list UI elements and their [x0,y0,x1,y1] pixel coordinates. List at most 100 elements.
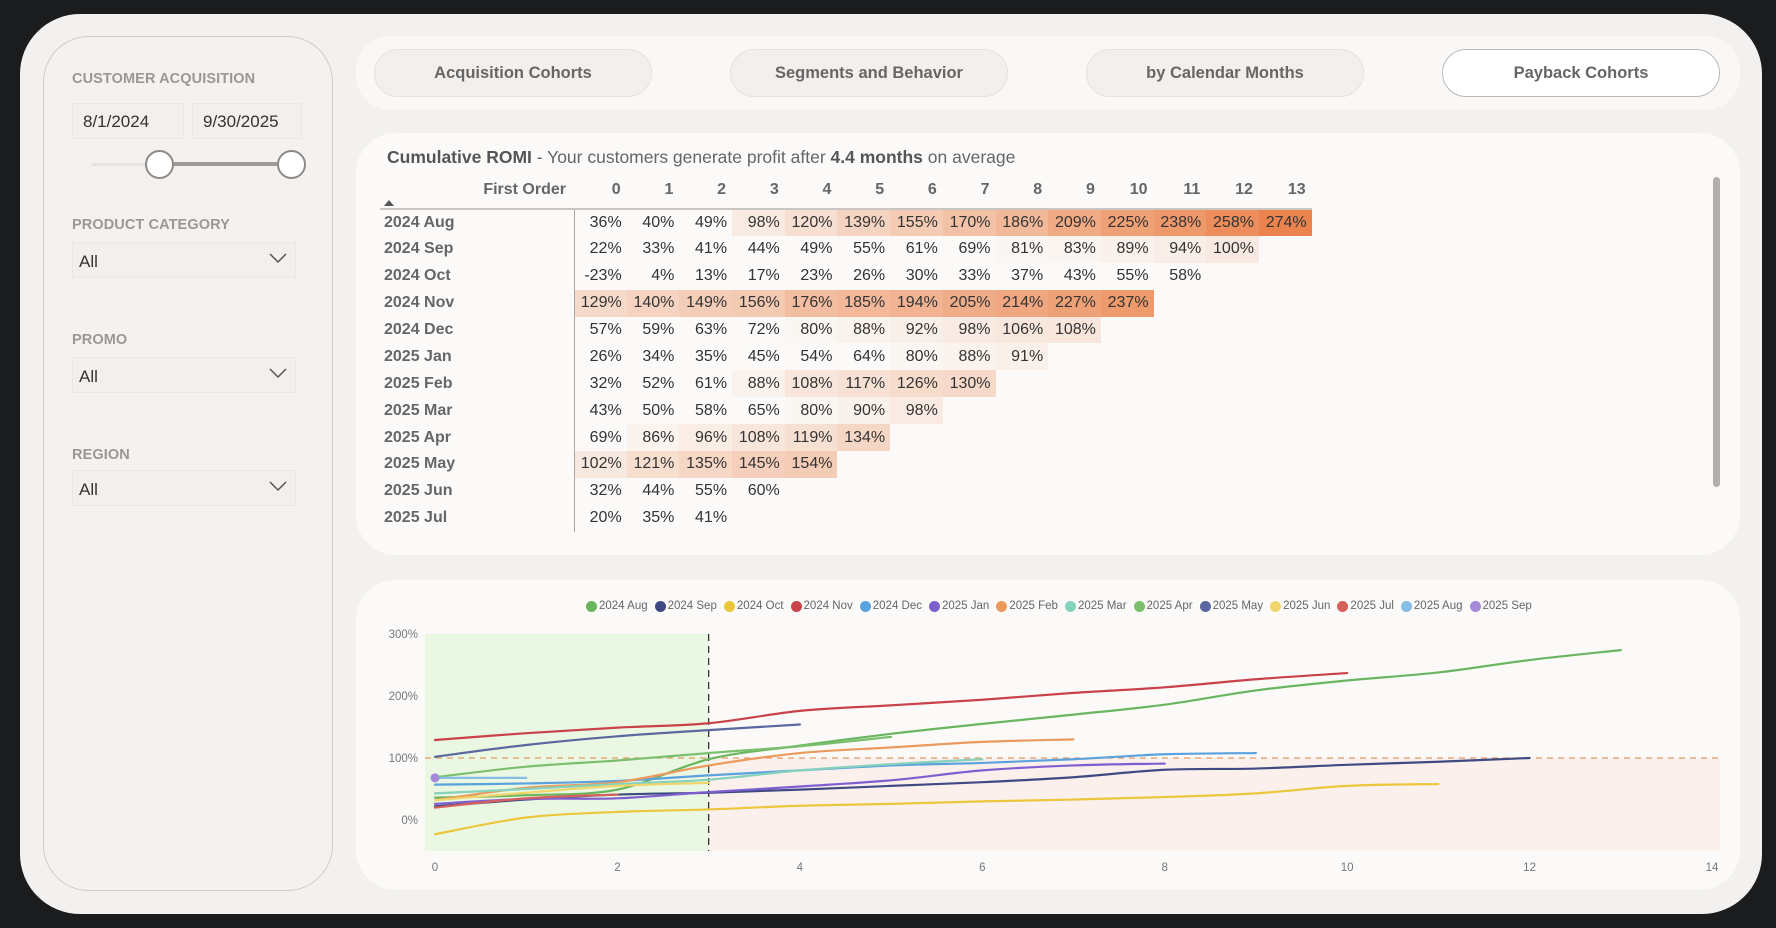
legend-label: 2025 Jan [942,600,990,612]
tab-acquisition-cohorts[interactable]: Acquisition Cohorts [374,49,652,97]
romi-cell: 49% [695,213,728,231]
table-scrollbar[interactable] [1713,177,1720,487]
product-category-label: PRODUCT CATEGORY [72,217,230,233]
romi-cell: 90% [837,397,891,425]
legend-item[interactable]: 2025 Jul [1337,600,1394,612]
legend-item[interactable]: 2025 Jan [929,600,989,612]
romi-cell: 126% [890,370,943,398]
romi-cell: 40% [642,213,675,231]
x-tick-label: 10 [1341,862,1354,874]
romi-cell: 69% [589,428,622,446]
romi-cell [943,451,996,478]
tab-by-calendar-months[interactable]: by Calendar Months [1086,49,1364,97]
romi-cell: 186% [995,209,1049,236]
romi-cell: 32% [589,374,622,392]
legend-label: 2025 Sep [1482,600,1532,612]
romi-cell [1206,424,1259,451]
legend-dot-icon [723,600,735,612]
month-column-header: 10 [1100,177,1154,210]
romi-cell: 52% [642,374,675,392]
romi-cell: 55% [695,482,728,500]
romi-cell: 4% [651,267,675,285]
chevron-down-icon [269,253,287,264]
legend-item[interactable]: 2024 Sep [654,600,717,612]
x-tick-label: 0 [432,862,438,874]
romi-cell [943,505,996,532]
legend-label: 2025 Aug [1413,600,1463,612]
legend-label: 2024 Dec [872,600,922,612]
legend-item[interactable]: 2024 Dec [859,600,922,612]
legend-dot-icon [1199,600,1211,612]
legend-item[interactable]: 2025 Mar [1064,600,1127,612]
month-column-header: 13 [1258,177,1312,210]
month-column-header: 11 [1153,177,1207,210]
date-slider-end-handle[interactable] [277,150,306,179]
x-tick-label: 6 [979,862,985,874]
romi-cell [732,505,785,532]
legend-item[interactable]: 2025 Apr [1133,600,1193,612]
series-line-2025-jun [433,781,710,802]
romi-cell [943,478,996,505]
romi-cell [1259,397,1312,424]
end-date-input[interactable]: 9/30/2025 [192,103,302,139]
customer-acquisition-label: CUSTOMER ACQUISITION [72,71,256,87]
romi-cell: 94% [1153,235,1207,263]
romi-cell: -23% [584,267,622,285]
romi-cell: 44% [642,482,675,500]
romi-cell: 92% [890,316,943,344]
romi-table-card: Cumulative ROMI - Your customers generat… [356,133,1740,555]
product-category-dropdown[interactable]: All [72,242,296,278]
romi-cell [1048,451,1101,478]
romi-cell [1259,317,1312,344]
romi-cell: 34% [642,347,675,365]
promo-dropdown[interactable]: All [72,357,296,393]
table-row: 2025 Jun 32% 44% 55% 60% [380,477,1312,505]
tab-payback-cohorts[interactable]: Payback Cohorts [1442,49,1720,97]
romi-cell: 17% [747,267,780,285]
legend-item[interactable]: 2025 Aug [1400,600,1463,612]
cohort-label: 2025 Jan [380,343,575,371]
romi-cell: 88% [732,370,785,398]
romi-cell [1259,478,1312,505]
romi-cell: 13% [695,267,728,285]
sort-ascending-icon[interactable] [384,200,394,206]
romi-cell: 44% [747,240,780,258]
legend-item[interactable]: 2024 Oct [723,600,784,612]
first-order-header[interactable]: First Order [380,177,574,210]
romi-cell [1206,263,1259,290]
romi-cell [1048,424,1101,451]
romi-cell: 96% [679,424,733,452]
romi-cell: 41% [695,240,728,258]
romi-cell [1048,343,1101,370]
product-category-value: All [79,252,98,271]
romi-cell: 26% [853,267,886,285]
legend-dot-icon [1064,600,1076,612]
legend-item[interactable]: 2025 May [1199,600,1263,612]
cohort-label: 2024 Aug [380,209,575,236]
region-dropdown[interactable]: All [72,470,296,506]
romi-cell: 65% [747,401,780,419]
legend-item[interactable]: 2025 Feb [996,600,1058,612]
romi-cell: 214% [995,289,1049,317]
legend-label: 2025 Jul [1350,600,1394,612]
legend-item[interactable]: 2025 Sep [1469,600,1532,612]
start-date-input[interactable]: 8/1/2024 [72,103,184,139]
legend-item[interactable]: 2024 Aug [586,600,648,612]
romi-cell [996,505,1049,532]
series-line-2024-oct [433,782,1440,836]
table-row: 2025 Jul 20% 35% 41% [380,504,1312,532]
date-slider-start-handle[interactable] [145,150,174,179]
romi-cell: 88% [837,316,891,344]
legend-item[interactable]: 2024 Nov [790,600,853,612]
romi-cell: 176% [784,289,838,317]
romi-cell [1048,505,1101,532]
legend-item[interactable]: 2025 Jun [1270,600,1330,612]
romi-cell [996,451,1049,478]
romi-cell: 33% [958,267,991,285]
romi-cell: 140% [626,289,680,317]
romi-cell: 194% [890,289,943,317]
tab-segments-and-behavior[interactable]: Segments and Behavior [730,49,1008,97]
series-line-2025-jan [433,762,1166,805]
romi-cell: 58% [695,401,728,419]
legend-dot-icon [790,600,802,612]
